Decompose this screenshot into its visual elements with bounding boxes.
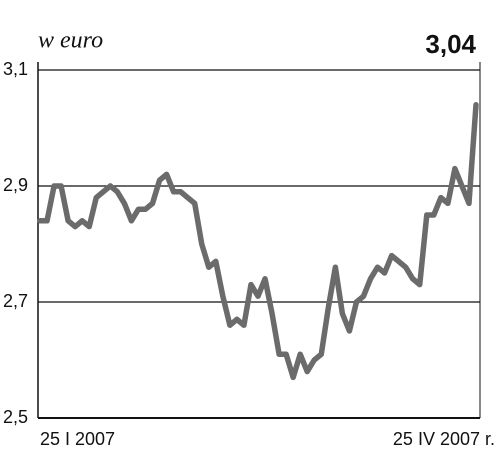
value-label: 3,04	[425, 29, 476, 59]
line	[37, 102, 479, 381]
x-tick-label: 25 I 2007	[40, 429, 115, 449]
x-tick-label: 25 IV 2007 r.	[393, 429, 495, 449]
y-tick-label: 2,9	[3, 175, 28, 195]
unit-label: w euro	[38, 28, 103, 54]
y-tick-label: 2,5	[3, 407, 28, 427]
y-tick-label: 2,7	[3, 291, 28, 311]
y-tick-label: 3,1	[3, 59, 28, 79]
